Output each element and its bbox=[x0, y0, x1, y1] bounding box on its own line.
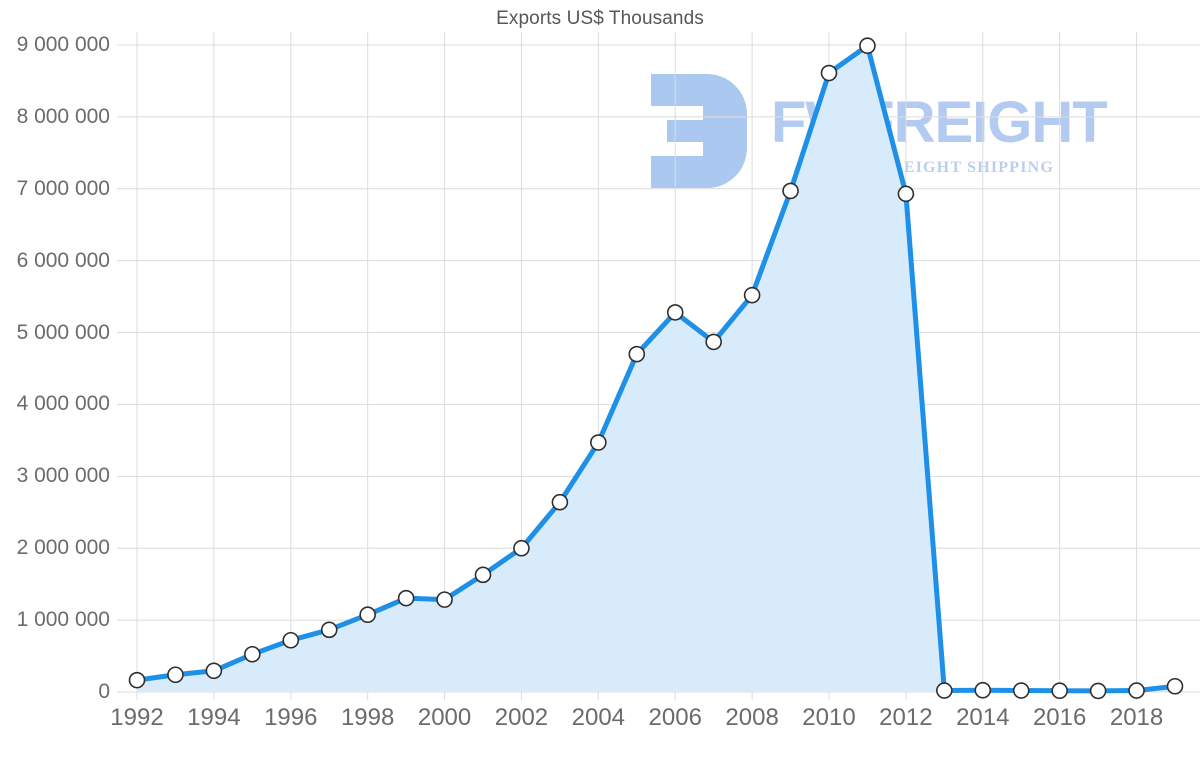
data-point[interactable] bbox=[167, 666, 184, 684]
data-point[interactable] bbox=[1089, 682, 1107, 700]
y-axis-tick-label: 0 bbox=[98, 680, 110, 703]
data-point[interactable] bbox=[666, 304, 684, 321]
y-axis-tick-label: 2 000 000 bbox=[16, 536, 110, 560]
data-point[interactable] bbox=[628, 345, 646, 363]
y-axis-labels: 0 1 000 000 2 000 000 3 000 000 4 000 000 5 0… bbox=[0, 0, 110, 763]
chart-title: Exports US$ Thousands bbox=[496, 8, 704, 29]
x-axis-tick-label: 2002 bbox=[494, 704, 549, 731]
data-point[interactable] bbox=[513, 539, 530, 557]
data-point[interactable] bbox=[1128, 682, 1145, 699]
y-axis-tick-label: 6 000 000 bbox=[16, 248, 110, 272]
data-point[interactable] bbox=[320, 621, 338, 639]
y-axis-tick-label: 9 000 000 bbox=[16, 33, 110, 56]
x-axis-tick-label: 1996 bbox=[264, 704, 318, 731]
series-line bbox=[134, 43, 1178, 694]
data-point[interactable] bbox=[359, 606, 376, 624]
data-point[interactable] bbox=[782, 182, 799, 200]
data-point[interactable] bbox=[859, 37, 876, 55]
x-axis-tick-label: 1998 bbox=[340, 704, 395, 731]
y-axis-tick-label: 1 000 000 bbox=[16, 608, 110, 632]
x-axis-tick-label: 1994 bbox=[187, 704, 241, 731]
y-axis-tick-label: 5 000 000 bbox=[16, 320, 110, 344]
data-point[interactable] bbox=[936, 682, 953, 699]
x-axis-tick-label: 2014 bbox=[956, 704, 1010, 731]
y-axis-tick-label: 4 000 000 bbox=[16, 392, 110, 416]
data-point[interactable] bbox=[474, 566, 492, 584]
data-point[interactable] bbox=[705, 333, 722, 351]
data-point[interactable] bbox=[205, 662, 223, 680]
x-axis-tick-label: 2016 bbox=[1032, 704, 1087, 731]
data-point[interactable] bbox=[743, 286, 761, 304]
x-axis-tick-label: 2012 bbox=[879, 704, 933, 731]
series-area-fill bbox=[137, 45, 1175, 693]
y-axis-tick-label: 7 000 000 bbox=[16, 176, 110, 200]
series-data-points[interactable] bbox=[128, 37, 1184, 700]
data-point[interactable] bbox=[397, 589, 415, 607]
data-point[interactable] bbox=[128, 671, 146, 689]
x-axis-tick-label: 2008 bbox=[725, 704, 779, 731]
x-axis-tick-label: 2006 bbox=[648, 704, 702, 731]
x-axis-tick-label: 2000 bbox=[417, 704, 472, 731]
data-point[interactable] bbox=[897, 185, 915, 203]
x-axis-tick-label: 1992 bbox=[110, 704, 164, 731]
data-point[interactable] bbox=[551, 493, 569, 511]
x-axis-tick-label: 2018 bbox=[1109, 704, 1164, 731]
x-axis-tick-label: 2004 bbox=[571, 704, 626, 731]
data-point[interactable] bbox=[1166, 677, 1184, 695]
data-point[interactable] bbox=[590, 434, 607, 451]
x-axis-tick-label: 2010 bbox=[802, 704, 856, 731]
data-point[interactable] bbox=[244, 645, 261, 663]
data-point[interactable] bbox=[1051, 682, 1068, 700]
data-point[interactable] bbox=[820, 64, 838, 82]
data-point[interactable] bbox=[282, 631, 300, 649]
y-axis-tick-label: 3 000 000 bbox=[16, 464, 110, 488]
data-point[interactable] bbox=[1012, 682, 1030, 699]
y-axis-tick-label: 8 000 000 bbox=[16, 104, 110, 128]
data-point[interactable] bbox=[436, 591, 453, 608]
data-point[interactable] bbox=[974, 681, 992, 699]
